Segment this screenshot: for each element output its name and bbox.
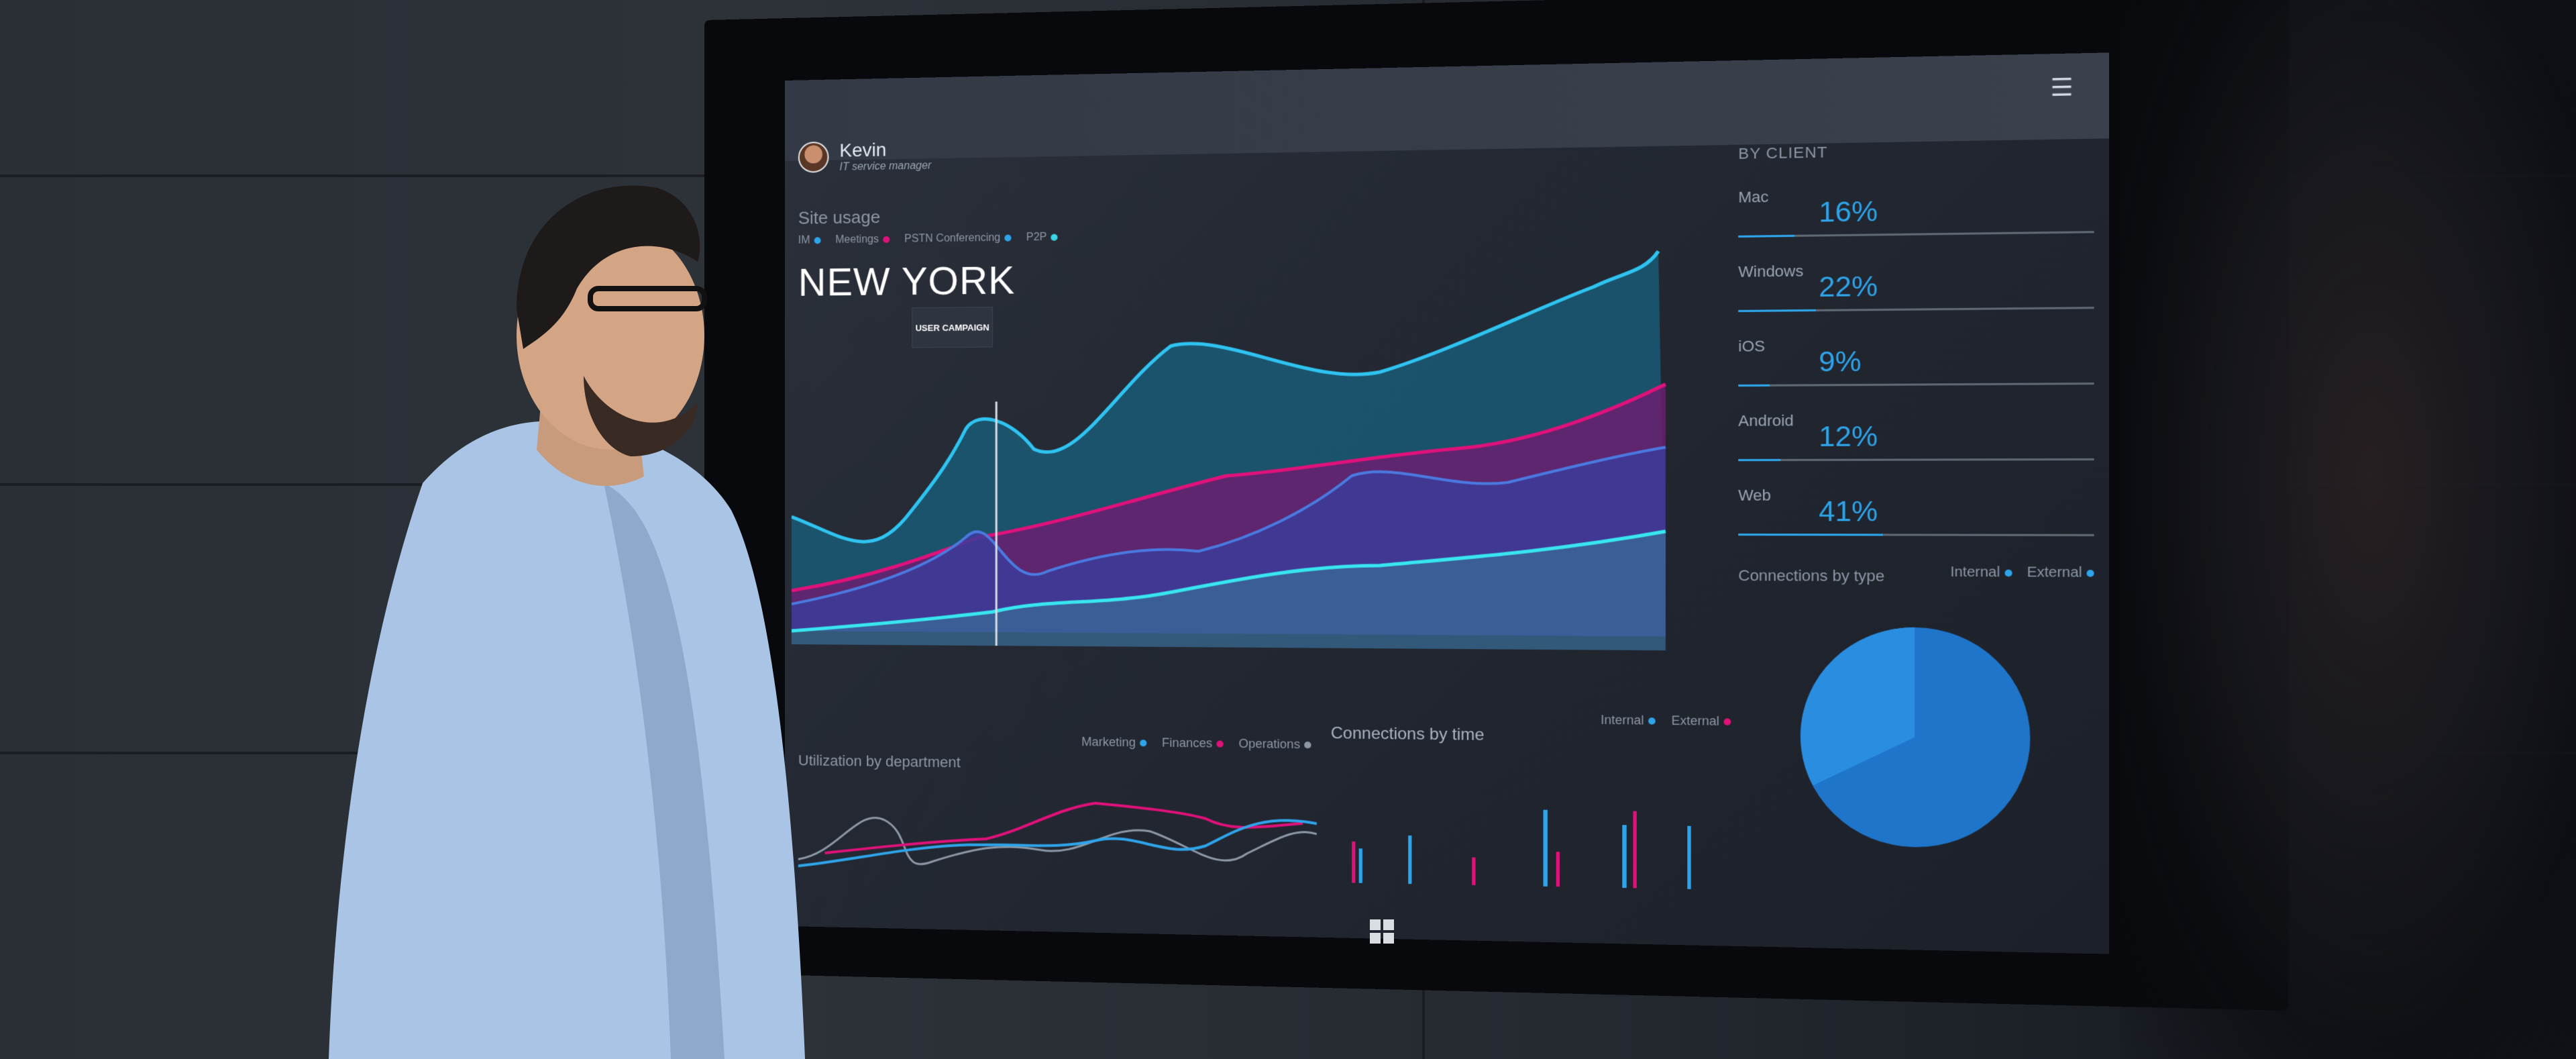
user-campaign-label[interactable]: USER CAMPAIGN (912, 307, 993, 348)
bar-internal (1622, 825, 1626, 888)
legend-item-meetings[interactable]: Meetings (835, 234, 890, 246)
user-role: IT service manager (839, 160, 931, 173)
bar-external (1472, 857, 1475, 885)
connections-type-legend: Internal External (1950, 564, 2094, 581)
utilization-legend: Marketing Finances Operations (1081, 735, 1311, 752)
legend-dot (883, 236, 890, 243)
bar-external (1556, 852, 1560, 887)
client-percent: 22% (1819, 271, 1878, 303)
bar-internal (1359, 848, 1362, 883)
legend-item-finances[interactable]: Finances (1162, 736, 1224, 751)
client-percent: 41% (1819, 496, 1878, 527)
client-name: Android (1738, 411, 1794, 430)
client-percent: 12% (1819, 421, 1878, 454)
bar-internal (1544, 810, 1548, 887)
utilization-line-chart[interactable] (798, 778, 1317, 889)
client-row-mac[interactable]: Mac 16% (1738, 157, 2094, 238)
legend-dot (1304, 742, 1311, 748)
by-client-panel: BY CLIENT Mac 16% Windows 22% iOS 9% And… (1738, 139, 2094, 536)
menu-icon[interactable]: ☰ (2045, 74, 2080, 101)
legend-label: Finances (1162, 736, 1212, 750)
connections-by-time-title: Connections by time (1331, 724, 1485, 745)
client-row-windows[interactable]: Windows 22% (1738, 233, 2094, 312)
user-name: Kevin (839, 138, 931, 162)
legend-dot (1140, 740, 1146, 746)
client-bar (1738, 534, 1882, 536)
legend-item-external[interactable]: External (2027, 564, 2094, 581)
bar-external (1633, 811, 1636, 889)
legend-dot (1216, 741, 1223, 748)
legend-label: Internal (1601, 713, 1644, 727)
legend-label: Internal (1950, 564, 2000, 581)
client-name: Mac (1738, 188, 1768, 207)
bar-external (1352, 842, 1355, 883)
windows-logo-icon (1368, 918, 1395, 945)
legend-item-operations[interactable]: Operations (1239, 737, 1311, 752)
standing-man (322, 134, 832, 1059)
line-marketing (798, 813, 1317, 875)
connections-time-legend: Internal External (1601, 713, 1731, 729)
legend-label: Meetings (835, 234, 879, 246)
line-operations (798, 817, 1317, 871)
bar-internal (1408, 836, 1411, 884)
client-row-android[interactable]: Android 12% (1738, 385, 2094, 461)
connections-bar-chart[interactable] (1331, 779, 1731, 890)
legend-dot (2086, 570, 2094, 577)
client-percent: 16% (1819, 196, 1878, 229)
legend-label: External (2027, 564, 2082, 581)
connections-by-type-title: Connections by type (1738, 566, 1884, 585)
legend-dot (2004, 569, 2012, 576)
legend-item-pstn[interactable]: PSTN Conferencing (904, 232, 1011, 245)
client-name: Windows (1738, 262, 1803, 281)
client-row-ios[interactable]: iOS 9% (1738, 309, 2094, 387)
connections-by-type-header: Connections by type Internal External (1738, 566, 2094, 586)
legend-dot (1724, 719, 1731, 726)
bar-internal (1687, 826, 1690, 889)
legend-label: P2P (1026, 232, 1047, 244)
man-shirt (329, 421, 805, 1059)
legend-item-internal[interactable]: Internal (1950, 564, 2012, 581)
legend-dot (1004, 234, 1011, 241)
legend-label: PSTN Conferencing (904, 232, 1000, 245)
legend-item-internal[interactable]: Internal (1601, 713, 1656, 728)
legend-item-marketing[interactable]: Marketing (1081, 735, 1146, 750)
client-name: Web (1738, 487, 1771, 505)
legend-label: Marketing (1081, 735, 1136, 749)
client-row-web[interactable]: Web 41% (1738, 460, 2094, 536)
legend-label: External (1672, 713, 1719, 728)
legend-dot (1648, 717, 1656, 725)
connections-pie-chart[interactable] (1796, 623, 2034, 853)
legend-item-p2p[interactable]: P2P (1026, 232, 1058, 244)
legend-item-external[interactable]: External (1672, 713, 1731, 729)
client-percent: 9% (1819, 346, 1861, 379)
site-legend: IM Meetings PSTN Conferencing P2P (798, 232, 1058, 247)
client-name: iOS (1738, 337, 1765, 356)
dashboard-screen: ☰ Kevin IT service manager Site usage IM… (785, 52, 2109, 954)
legend-label: Operations (1239, 737, 1300, 752)
legend-dot (1051, 234, 1058, 240)
foreground-blurred-person (2120, 0, 2576, 1059)
